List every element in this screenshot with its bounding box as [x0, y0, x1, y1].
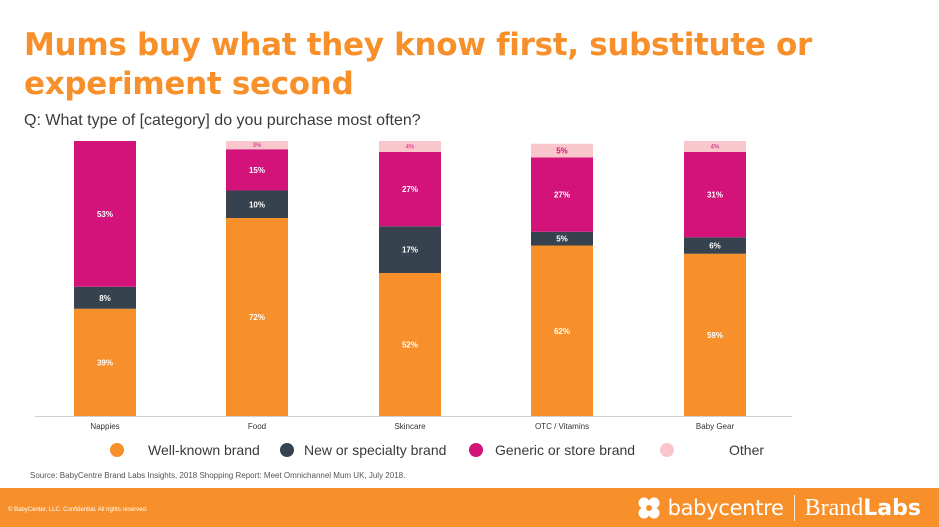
bar-segment-food-well-known-brand	[226, 218, 288, 416]
data-label-nappies-well-known-brand: 39%	[97, 358, 113, 367]
legend-item-generic-store: Generic or store brand	[469, 438, 635, 462]
bar-segment-nappies-new-or-specialty-brand	[74, 286, 136, 309]
legend-swatch	[280, 443, 294, 457]
stacked-bar-chart: 39% 8% 53% Nappies 72% 10% 15% 3% Food 52% 17% 27% 4…	[35, 141, 792, 431]
bar-segment-nappies-generic-or-store-brand	[74, 141, 136, 287]
bar-segment-nappies-well-known-brand	[74, 308, 136, 416]
data-label-nappies-new-or-specialty-brand: 8%	[99, 294, 111, 303]
bar-segment-otc-vitamins-other	[531, 143, 593, 158]
legend-swatch	[469, 443, 483, 457]
brand-bold-text: Labs	[863, 495, 921, 521]
data-label-skincare-well-known-brand: 52%	[402, 341, 418, 350]
bar-segment-skincare-well-known-brand	[379, 273, 441, 416]
legend-item-new-specialty: New or specialty brand	[280, 438, 446, 462]
bar-segment-otc-vitamins-generic-or-store-brand	[531, 157, 593, 232]
legend-label: New or specialty brand	[304, 442, 447, 458]
data-label-food-well-known-brand: 72%	[249, 313, 265, 322]
bar-segment-food-new-or-specialty-brand	[226, 190, 288, 218]
chart-legend: Well-known brand New or specialty brand …	[0, 438, 939, 462]
footer-bar: © BabyCenter, LLC. Confidential. All rig…	[0, 488, 939, 527]
bar-segment-baby-gear-well-known-brand	[684, 253, 746, 416]
bar-segment-baby-gear-other	[684, 141, 746, 152]
page-title: Mums buy what they know first, substitut…	[24, 27, 813, 102]
data-label-otc-vitamins-other: 5%	[556, 147, 568, 156]
question-subtitle: Q: What type of [category] do you purcha…	[24, 112, 421, 129]
data-label-otc-vitamins-new-or-specialty-brand: 5%	[556, 235, 568, 244]
legend-item-well-known: Well-known brand	[110, 438, 260, 462]
bar-segment-otc-vitamins-new-or-specialty-brand	[531, 231, 593, 246]
data-label-food-other: 3%	[253, 143, 262, 149]
data-label-baby-gear-generic-or-store-brand: 31%	[707, 191, 723, 200]
bar-segment-skincare-other	[379, 141, 441, 152]
category-label-baby-gear: Baby Gear	[696, 422, 735, 431]
source-note: Source: BabyCentre Brand Labs Insights, …	[30, 471, 406, 480]
data-label-skincare-generic-or-store-brand: 27%	[402, 185, 418, 194]
bar-segment-food-other	[226, 141, 288, 150]
category-label-nappies: Nappies	[90, 422, 119, 431]
bar-segment-skincare-new-or-specialty-brand	[379, 226, 441, 273]
category-label-skincare: Skincare	[394, 422, 426, 431]
logo-wordmark: babycentre	[667, 496, 784, 520]
brandlabs-wordmark: BrandLabs	[805, 495, 921, 522]
babycentre-brandlabs-logo: babycentre BrandLabs	[636, 492, 921, 524]
bar-segment-baby-gear-new-or-specialty-brand	[684, 237, 746, 254]
data-label-otc-vitamins-generic-or-store-brand: 27%	[554, 191, 570, 200]
data-label-otc-vitamins-well-known-brand: 62%	[554, 327, 570, 336]
category-label-food: Food	[248, 422, 266, 431]
data-label-food-generic-or-store-brand: 15%	[249, 166, 265, 175]
logo-divider	[793, 495, 795, 521]
data-label-nappies-generic-or-store-brand: 53%	[97, 210, 113, 219]
copyright-text: © BabyCenter, LLC. Confidential. All rig…	[8, 507, 148, 513]
bar-segment-food-generic-or-store-brand	[226, 149, 288, 191]
data-label-baby-gear-well-known-brand: 59%	[707, 331, 723, 340]
legend-label: Generic or store brand	[495, 442, 636, 458]
brand-light-text: Brand	[804, 494, 864, 521]
babycentre-logo-icon	[638, 497, 660, 519]
legend-label: Other	[729, 442, 765, 458]
legend-label: Well-known brand	[148, 442, 260, 458]
data-label-food-new-or-specialty-brand: 10%	[249, 200, 265, 209]
data-label-skincare-new-or-specialty-brand: 17%	[402, 246, 418, 255]
category-label-otc-vitamins: OTC / Vitamins	[535, 422, 589, 431]
bar-segment-skincare-generic-or-store-brand	[379, 152, 441, 227]
bar-segment-otc-vitamins-well-known-brand	[531, 245, 593, 416]
legend-swatch	[660, 443, 674, 457]
legend-swatch	[110, 443, 124, 457]
bar-segment-baby-gear-generic-or-store-brand	[684, 152, 746, 238]
data-label-baby-gear-other: 4%	[711, 145, 720, 151]
data-label-skincare-other: 4%	[406, 145, 415, 151]
data-label-baby-gear-new-or-specialty-brand: 6%	[709, 242, 721, 251]
legend-item-other: Other	[660, 438, 764, 462]
